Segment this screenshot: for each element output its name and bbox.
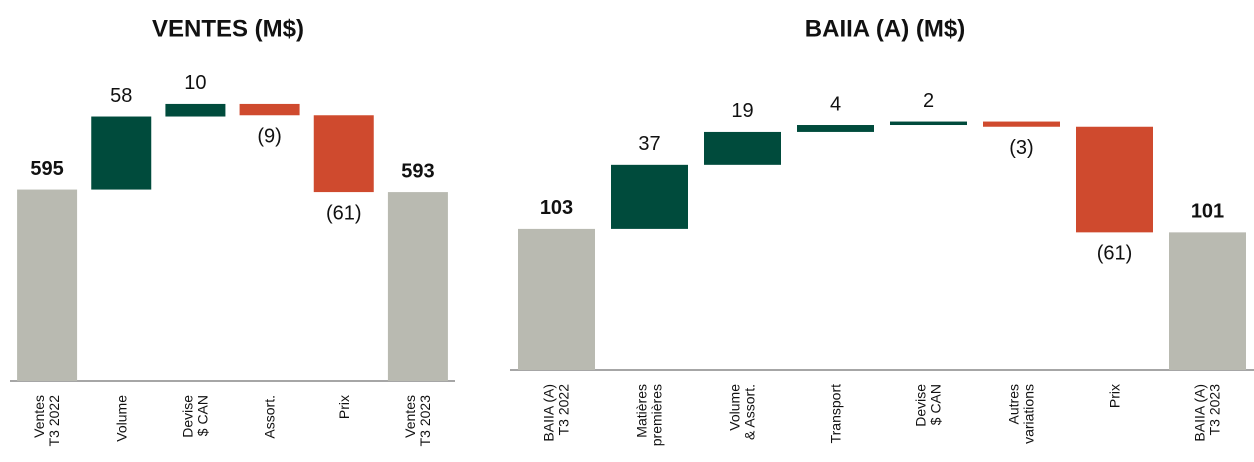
data-label: 593 [401, 160, 434, 182]
x-tick-label: Ventes T3 2023 [401, 395, 433, 447]
x-tick-label: Assort. [261, 395, 278, 439]
bar [983, 121, 1060, 127]
x-tick-label: BAIIA (A) T3 2023 [1191, 384, 1223, 442]
data-label: (3) [1009, 137, 1033, 159]
bar [91, 116, 152, 190]
bar [313, 115, 374, 193]
bar [17, 189, 78, 381]
data-label: 101 [1191, 201, 1224, 223]
bar [611, 164, 688, 229]
x-tick-label: Devise $ CAN [912, 384, 944, 427]
x-tick-label: Autres variations [1005, 384, 1037, 444]
bar [518, 228, 595, 370]
bar [1076, 126, 1153, 233]
x-tick-label: Prix [1106, 384, 1122, 409]
x-tick-label: Transport [827, 384, 843, 444]
x-tick-label: Volume & Assort. [726, 384, 758, 441]
data-label: 19 [731, 100, 753, 122]
x-tick-label: Matières premières [633, 384, 665, 447]
bar [387, 192, 448, 381]
data-label: 4 [830, 93, 841, 115]
bar [165, 103, 226, 117]
x-tick-label: Volume [112, 395, 129, 442]
x-tick-label: Ventes T3 2022 [31, 395, 63, 447]
data-label: (9) [257, 126, 281, 148]
data-label: 103 [540, 197, 573, 219]
data-label: 2 [923, 90, 934, 112]
data-label: 37 [638, 133, 660, 155]
data-label: (61) [326, 202, 362, 224]
data-label: (61) [1097, 243, 1133, 265]
data-label: 58 [110, 85, 132, 107]
bar [239, 103, 300, 116]
data-label: 10 [184, 72, 206, 94]
bar [797, 125, 874, 132]
bar [890, 121, 967, 126]
chart-title: BAIIA (A) (M$) [805, 15, 965, 42]
x-tick-label: Prix [335, 395, 352, 420]
bar [1169, 232, 1246, 370]
chart-title: VENTES (M$) [152, 15, 304, 42]
data-label: 595 [30, 158, 63, 180]
x-tick-label: BAIIA (A) T3 2022 [540, 384, 572, 442]
x-tick-label: Devise $ CAN [179, 395, 211, 438]
bar [704, 131, 781, 165]
